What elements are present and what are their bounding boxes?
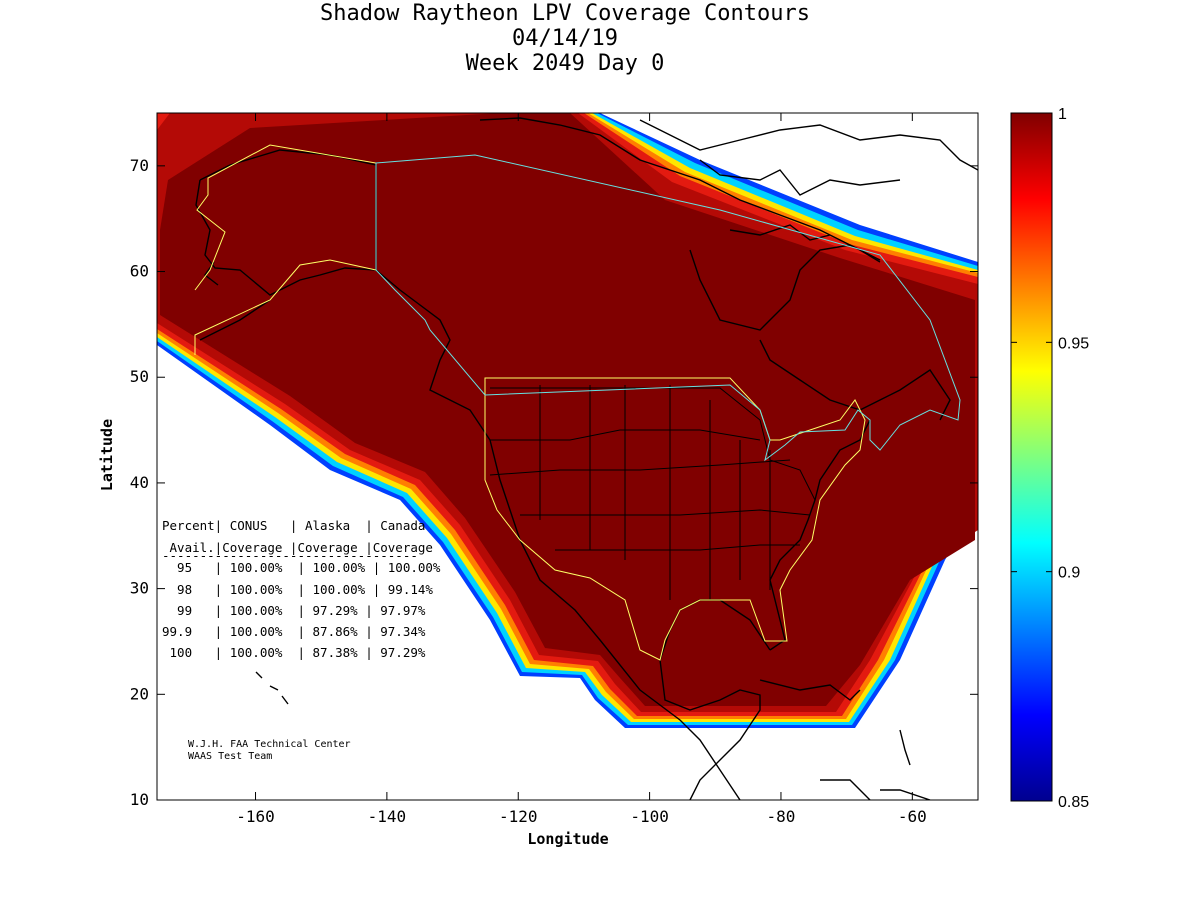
colorbar-ticks: 1 0.95 0.9 0.85 — [1011, 106, 1089, 811]
x-tick-label: -60 — [898, 807, 927, 826]
x-tick-label: -160 — [236, 807, 275, 826]
colorbar-tick-label: 1 — [1058, 106, 1067, 123]
chart-title: Shadow Raytheon LPV Coverage Contours — [319, 1, 811, 26]
colorbar-gradient — [1010, 112, 1053, 802]
table-separator: ---------------------------------- — [162, 548, 418, 563]
x-axis-label: Longitude — [527, 830, 608, 848]
credit-line-1: W.J.H. FAA Technical Center — [188, 739, 351, 750]
y-tick-label: 50 — [130, 367, 149, 386]
x-tick-label: -120 — [499, 807, 538, 826]
y-tick-label: 30 — [130, 579, 149, 598]
coastlines — [195, 117, 978, 800]
chart-date: 04/14/19 — [512, 26, 618, 51]
y-tick-label: 70 — [130, 156, 149, 175]
y-axis-label: Latitude — [98, 419, 116, 491]
colorbar-tick-label: 0.9 — [1058, 565, 1080, 582]
table-header-1: Percent| CONUS | Alaska | Canada — [162, 518, 425, 533]
table-row: 100 | 100.00% | 87.38% | 97.29% — [162, 645, 426, 660]
colorbar: 1 0.95 0.9 0.85 — [1010, 106, 1089, 811]
y-tick-label: 20 — [130, 684, 149, 703]
table-row: 99 | 100.00% | 97.29% | 97.97% — [162, 603, 426, 618]
x-tick-label: -80 — [767, 807, 796, 826]
chart-week-day: Week 2049 Day 0 — [465, 51, 665, 76]
service-boundaries — [194, 144, 961, 661]
table-header-2: Avail.|Coverage |Coverage |Coverage — [162, 540, 433, 555]
x-tick-label: -140 — [368, 807, 407, 826]
boundary-alaska — [194, 144, 377, 355]
boundary-canada — [375, 154, 961, 462]
x-tick-label: -100 — [630, 807, 669, 826]
y-axis: 10 20 30 40 50 60 70 — [130, 156, 978, 809]
credit-line-2: WAAS Test Team — [188, 751, 272, 762]
us-states — [489, 385, 816, 600]
colorbar-tick-label: 0.85 — [1058, 794, 1089, 811]
map-layer — [157, 113, 978, 800]
coverage-table: Percent| CONUS | Alaska | Canada Avail.|… — [162, 518, 441, 660]
x-axis: -160 -140 -120 -100 -80 -60 — [236, 113, 927, 826]
table-row: 95 | 100.00% | 100.00% | 100.00% — [162, 560, 441, 575]
contour-core — [160, 113, 975, 706]
plot-frame — [156, 112, 979, 801]
table-row: 98 | 100.00% | 100.00% | 99.14% — [162, 582, 433, 597]
y-tick-label: 10 — [130, 790, 149, 809]
table-row: 99.9 | 100.00% | 87.86% | 97.34% — [162, 624, 426, 639]
y-tick-label: 60 — [130, 262, 149, 281]
y-tick-label: 40 — [130, 473, 149, 492]
colorbar-tick-label: 0.95 — [1058, 335, 1089, 352]
